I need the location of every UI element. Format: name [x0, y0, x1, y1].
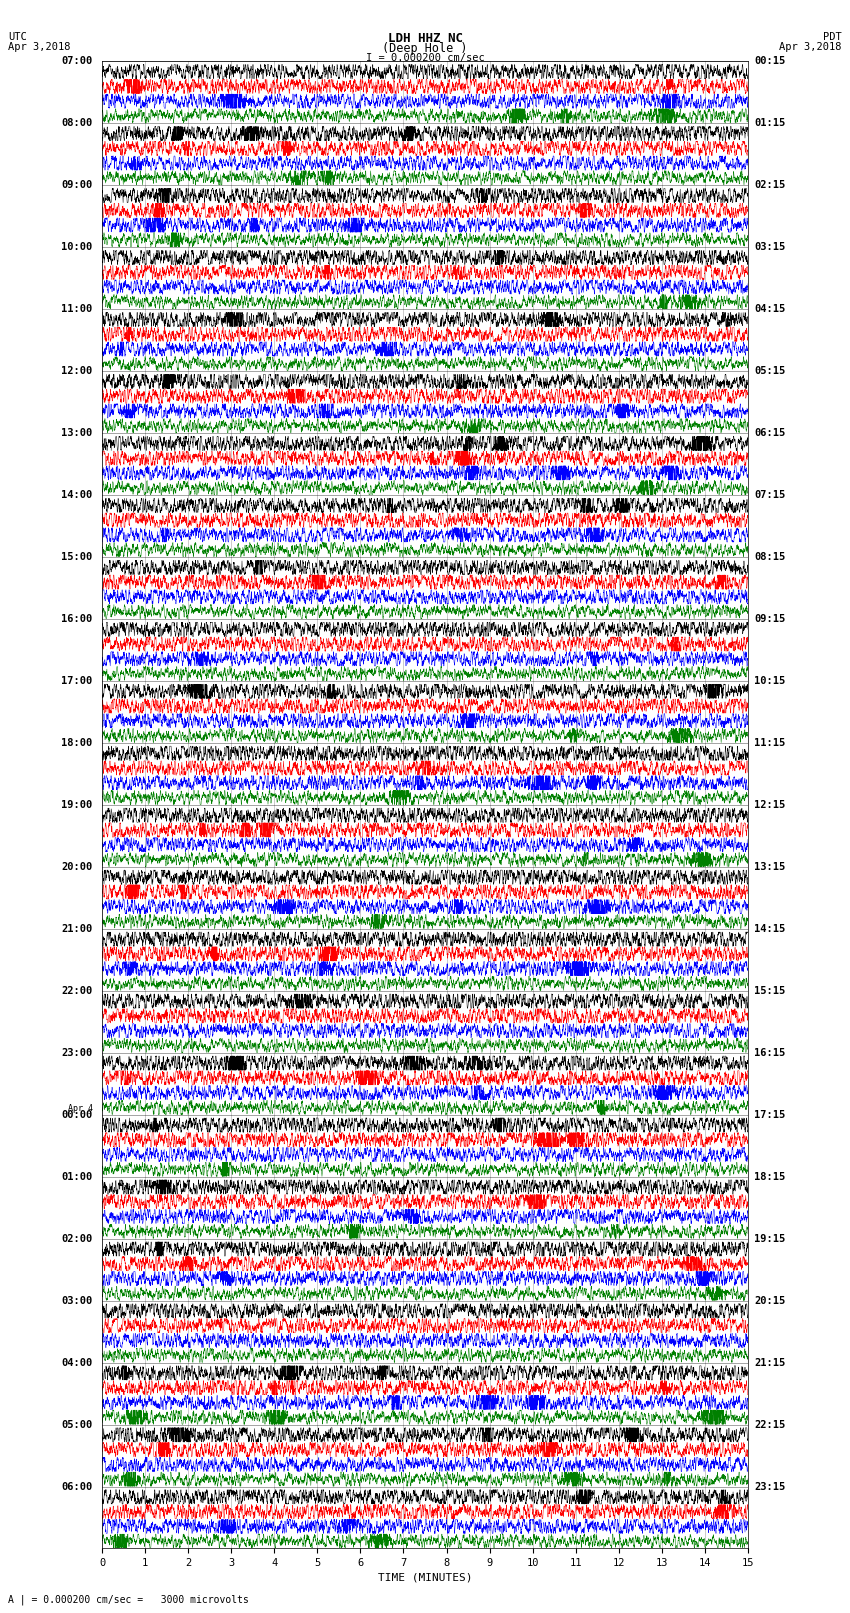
- Text: 06:00: 06:00: [61, 1481, 93, 1492]
- Text: Apr 3,2018: Apr 3,2018: [779, 42, 842, 52]
- Text: Apr 4: Apr 4: [67, 1103, 93, 1113]
- Text: 02:00: 02:00: [61, 1234, 93, 1244]
- Text: 03:15: 03:15: [755, 242, 785, 252]
- Text: 09:15: 09:15: [755, 615, 785, 624]
- X-axis label: TIME (MINUTES): TIME (MINUTES): [377, 1573, 473, 1582]
- Text: 00:15: 00:15: [755, 56, 785, 66]
- Text: 23:15: 23:15: [755, 1481, 785, 1492]
- Text: 13:00: 13:00: [61, 427, 93, 439]
- Text: 09:00: 09:00: [61, 181, 93, 190]
- Text: 02:15: 02:15: [755, 181, 785, 190]
- Text: 08:00: 08:00: [61, 118, 93, 129]
- Text: A | = 0.000200 cm/sec =   3000 microvolts: A | = 0.000200 cm/sec = 3000 microvolts: [8, 1594, 249, 1605]
- Text: 00:00: 00:00: [61, 1110, 93, 1119]
- Text: 18:15: 18:15: [755, 1171, 785, 1182]
- Text: 16:15: 16:15: [755, 1048, 785, 1058]
- Text: 07:15: 07:15: [755, 490, 785, 500]
- Text: 05:00: 05:00: [61, 1419, 93, 1429]
- Text: 11:00: 11:00: [61, 305, 93, 315]
- Text: 15:15: 15:15: [755, 986, 785, 995]
- Text: 04:15: 04:15: [755, 305, 785, 315]
- Text: 08:15: 08:15: [755, 552, 785, 561]
- Text: 07:00: 07:00: [61, 56, 93, 66]
- Text: PDT: PDT: [823, 32, 842, 42]
- Text: 10:00: 10:00: [61, 242, 93, 252]
- Text: LDH HHZ NC: LDH HHZ NC: [388, 32, 462, 45]
- Text: 10:15: 10:15: [755, 676, 785, 686]
- Text: 14:15: 14:15: [755, 924, 785, 934]
- Text: 20:15: 20:15: [755, 1295, 785, 1305]
- Text: 15:00: 15:00: [61, 552, 93, 561]
- Text: I = 0.000200 cm/sec: I = 0.000200 cm/sec: [366, 53, 484, 63]
- Text: 22:00: 22:00: [61, 986, 93, 995]
- Text: 19:00: 19:00: [61, 800, 93, 810]
- Text: Apr 3,2018: Apr 3,2018: [8, 42, 71, 52]
- Text: (Deep Hole ): (Deep Hole ): [382, 42, 468, 55]
- Text: 19:15: 19:15: [755, 1234, 785, 1244]
- Text: 11:15: 11:15: [755, 737, 785, 748]
- Text: 03:00: 03:00: [61, 1295, 93, 1305]
- Text: 14:00: 14:00: [61, 490, 93, 500]
- Text: 16:00: 16:00: [61, 615, 93, 624]
- Text: UTC: UTC: [8, 32, 27, 42]
- Text: 01:00: 01:00: [61, 1171, 93, 1182]
- Text: 23:00: 23:00: [61, 1048, 93, 1058]
- Text: 04:00: 04:00: [61, 1358, 93, 1368]
- Text: 12:00: 12:00: [61, 366, 93, 376]
- Text: 01:15: 01:15: [755, 118, 785, 129]
- Text: 17:15: 17:15: [755, 1110, 785, 1119]
- Text: 18:00: 18:00: [61, 737, 93, 748]
- Text: 12:15: 12:15: [755, 800, 785, 810]
- Text: 20:00: 20:00: [61, 861, 93, 873]
- Text: 13:15: 13:15: [755, 861, 785, 873]
- Text: 06:15: 06:15: [755, 427, 785, 439]
- Text: 21:00: 21:00: [61, 924, 93, 934]
- Text: 21:15: 21:15: [755, 1358, 785, 1368]
- Text: 17:00: 17:00: [61, 676, 93, 686]
- Text: 22:15: 22:15: [755, 1419, 785, 1429]
- Text: 05:15: 05:15: [755, 366, 785, 376]
